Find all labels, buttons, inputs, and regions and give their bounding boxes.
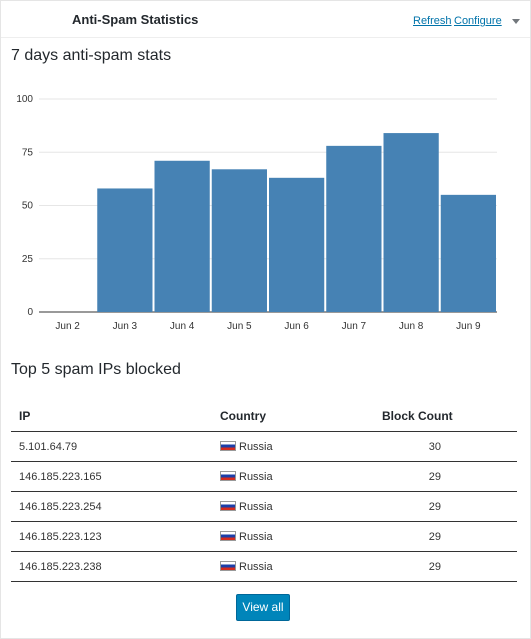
block-count-cell: 29 [346, 491, 517, 522]
ip-cell: 146.185.223.165 [11, 461, 212, 492]
x-tick-label: Jun 3 [113, 321, 138, 332]
table-row: 146.185.223.238 Russia 29 [11, 551, 517, 582]
block-count-cell: 30 [346, 431, 517, 462]
x-tick-label: Jun 7 [342, 321, 367, 332]
spam-bar-chart: 0 25 50 75 100 Jun 2 Jun 3 Jun 4 Jun 5 Jun 6 Jun 7… [16, 94, 497, 332]
bar [211, 169, 267, 312]
widget-header: Anti-Spam Statistics Refresh Configure [1, 1, 530, 38]
table-row: 5.101.64.79 Russia 30 [11, 431, 517, 462]
block-count-cell: 29 [346, 461, 517, 492]
column-header-country: Country [212, 401, 346, 432]
bar [269, 177, 325, 312]
ip-cell: 5.101.64.79 [11, 431, 212, 462]
country-cell: Russia [212, 491, 346, 522]
bar [154, 160, 210, 312]
bar [97, 188, 153, 312]
x-tick-label: Jun 2 [55, 321, 80, 332]
country-cell: Russia [212, 431, 346, 462]
country-name: Russia [239, 470, 273, 483]
spam-ip-table: IP Country Block Count 5.101.64.79 Russi… [11, 401, 517, 582]
column-header-block-count: Block Count [346, 401, 517, 432]
widget-title: Anti-Spam Statistics [72, 12, 199, 27]
country-name: Russia [239, 440, 273, 453]
block-count-cell: 29 [346, 551, 517, 582]
chart-section-title: 7 days anti-spam stats [11, 47, 172, 64]
y-tick-label: 50 [22, 201, 34, 212]
country-cell: Russia [212, 521, 346, 552]
configure-link[interactable]: Configure [454, 15, 502, 27]
y-tick-label: 25 [22, 254, 34, 265]
ip-cell: 146.185.223.123 [11, 521, 212, 552]
russia-flag-icon [220, 560, 236, 571]
bar [326, 145, 382, 312]
table-row: 146.185.223.254 Russia 29 [11, 491, 517, 522]
bar [440, 194, 496, 312]
russia-flag-icon [220, 470, 236, 481]
russia-flag-icon [220, 440, 236, 451]
russia-flag-icon [220, 500, 236, 511]
view-all-button[interactable]: View all [236, 594, 290, 621]
ip-cell: 146.185.223.238 [11, 551, 212, 582]
block-count-cell: 29 [346, 521, 517, 552]
table-header-row: IP Country Block Count [11, 401, 517, 432]
x-tick-label: Jun 6 [284, 321, 309, 332]
x-tick-label: Jun 8 [399, 321, 424, 332]
refresh-link[interactable]: Refresh [413, 15, 452, 27]
y-tick-label: 75 [22, 147, 34, 158]
table-row: 146.185.223.165 Russia 29 [11, 461, 517, 492]
x-tick-label: Jun 9 [456, 321, 481, 332]
column-header-ip: IP [11, 401, 212, 432]
russia-flag-icon [220, 530, 236, 541]
country-cell: Russia [212, 461, 346, 492]
ip-section-title: Top 5 spam IPs blocked [11, 361, 181, 378]
collapse-arrow-icon[interactable] [512, 19, 520, 24]
x-tick-label: Jun 4 [170, 321, 195, 332]
country-name: Russia [239, 560, 273, 573]
bar [383, 133, 439, 312]
y-tick-label: 0 [27, 307, 33, 318]
ip-cell: 146.185.223.254 [11, 491, 212, 522]
table-row: 146.185.223.123 Russia 29 [11, 521, 517, 552]
country-name: Russia [239, 530, 273, 543]
country-name: Russia [239, 500, 273, 513]
y-tick-label: 100 [16, 94, 33, 105]
x-tick-label: Jun 5 [227, 321, 252, 332]
country-cell: Russia [212, 551, 346, 582]
